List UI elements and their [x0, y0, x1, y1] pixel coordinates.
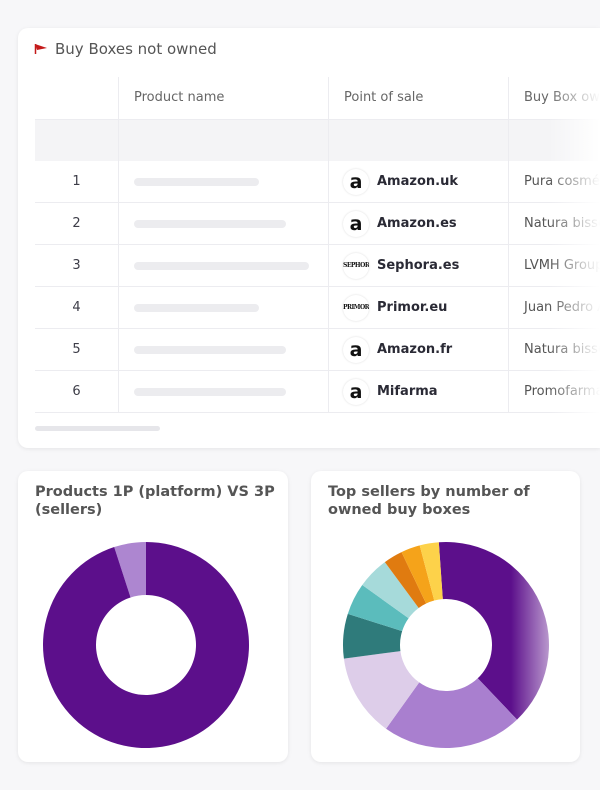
point-of-sale: Mifarma [377, 384, 438, 399]
store-logo: SEPHORA [343, 253, 369, 279]
header-row [35, 77, 600, 120]
fade [511, 531, 551, 761]
store-logo: PRIMOR [343, 295, 369, 321]
chart-card: Top sellers by number of owned buy boxes [311, 471, 580, 762]
row-index: 2 [72, 216, 81, 231]
row-index: 3 [72, 258, 81, 273]
product-placeholder [134, 262, 309, 270]
row-index: 5 [72, 342, 81, 357]
product-placeholder [134, 346, 286, 354]
store-logo: a [343, 211, 369, 237]
row-divider [35, 370, 600, 371]
column-divider [118, 77, 119, 413]
row-divider [35, 244, 600, 245]
store-logo: a [343, 379, 369, 405]
table-title: Buy Boxes not owned [55, 40, 217, 58]
donut-slice [343, 651, 420, 729]
point-of-sale: Amazon.es [377, 216, 457, 231]
donut-slice [42, 542, 249, 748]
donut-slice [419, 542, 443, 601]
donut-chart [42, 542, 249, 748]
row-divider [35, 328, 600, 329]
row-divider [35, 286, 600, 287]
chart-title: Top sellers by number of owned buy boxes [328, 484, 530, 518]
product-placeholder [134, 220, 286, 228]
chart-card: Products 1P (platform) VS 3P (sellers) [18, 471, 288, 762]
column-header: Product name [134, 90, 225, 105]
store-logo: a [343, 337, 369, 363]
row-index: 4 [72, 300, 81, 315]
donut-slice [114, 542, 146, 598]
chart-title: Products 1P (platform) VS 3P (sellers) [35, 484, 275, 518]
donut-slice [343, 613, 403, 659]
point-of-sale: Primor.eu [377, 300, 448, 315]
store-logo: a [343, 169, 369, 195]
donut-slice [362, 562, 419, 619]
fade [548, 28, 600, 448]
product-placeholder [134, 178, 259, 186]
empty-row [35, 120, 600, 161]
product-placeholder [134, 304, 259, 312]
scrollbar [35, 426, 160, 431]
flag-icon [34, 44, 47, 54]
row-index: 1 [72, 174, 81, 189]
column-header: Point of sale [344, 90, 424, 105]
donut-slice [386, 678, 518, 748]
donut-slice [347, 585, 409, 632]
row-index: 6 [72, 384, 81, 399]
row-divider [35, 412, 600, 413]
point-of-sale: Amazon.uk [377, 174, 458, 189]
point-of-sale: Sephora.es [377, 258, 460, 273]
column-divider [328, 77, 329, 413]
point-of-sale: Amazon.fr [377, 342, 453, 357]
product-placeholder [134, 388, 286, 396]
donut-slice [384, 552, 427, 608]
donut-slice [401, 545, 435, 604]
column-divider [508, 77, 509, 413]
row-divider [35, 202, 600, 203]
table-card: Buy Boxes not owned Product name Point of… [18, 28, 600, 448]
